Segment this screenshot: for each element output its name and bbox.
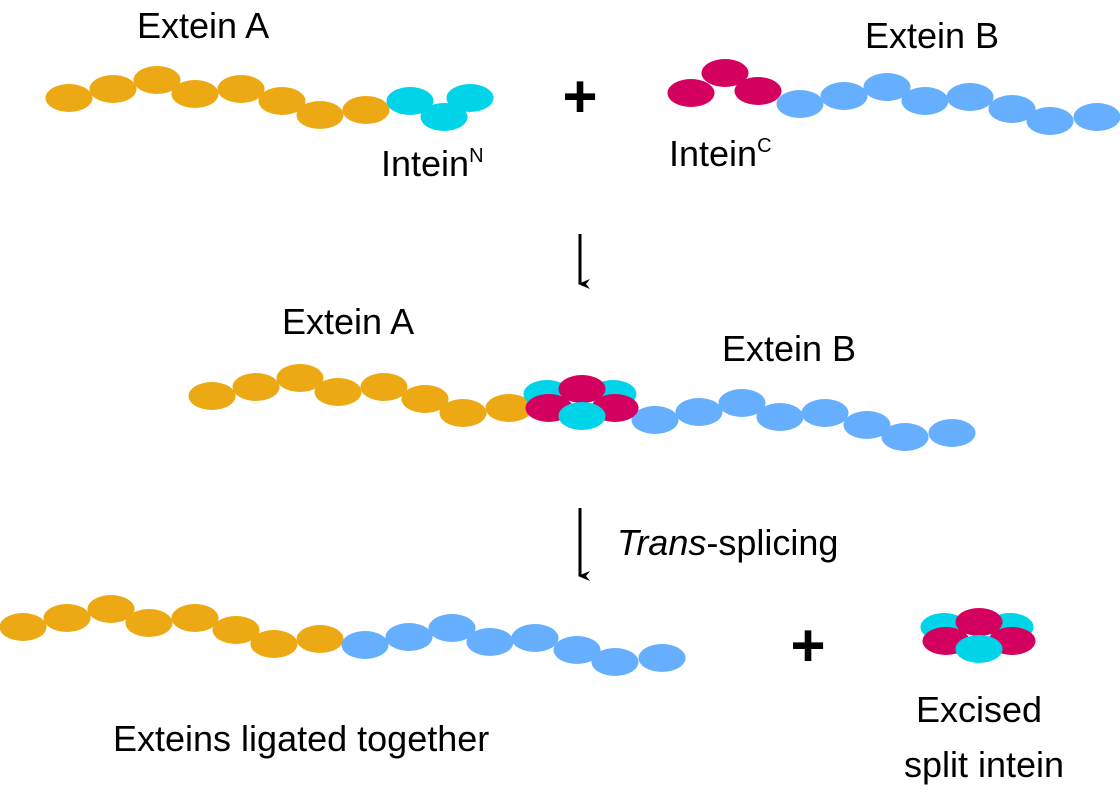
extein-a-bead <box>45 84 93 112</box>
extein-a-bead <box>217 75 265 103</box>
extein-a-bead <box>342 96 390 124</box>
intein-c-bead <box>955 608 1003 636</box>
extein-a-bead <box>401 385 449 413</box>
extein-b-bead <box>466 628 514 656</box>
extein-a-bead <box>232 373 280 401</box>
extein-b-bead <box>718 389 766 417</box>
intein-n-bead <box>386 87 434 115</box>
intein-n-label: InteinN <box>381 143 484 184</box>
extein-b-bead <box>1073 103 1120 131</box>
extein-b-bead <box>341 631 389 659</box>
extein-a-label-middle: Extein A <box>282 301 414 342</box>
extein-b-label-middle: Extein B <box>722 328 856 369</box>
plus-sign-bottom: + <box>790 612 825 679</box>
extein-b-bead <box>1026 107 1074 135</box>
extein-b-bead <box>511 624 559 652</box>
extein-b-bead <box>820 82 868 110</box>
intein-c-bead <box>558 375 606 403</box>
extein-b-bead <box>928 419 976 447</box>
extein-a-bead <box>360 373 408 401</box>
intein-c-bead <box>667 79 715 107</box>
intein-n-bead <box>420 103 468 131</box>
extein-a-bead <box>296 101 344 129</box>
extein-b-bead <box>591 648 639 676</box>
trans-splicing-label: Trans-splicing <box>617 522 838 563</box>
bead-chains <box>0 59 1120 676</box>
extein-a-bead <box>171 80 219 108</box>
intein-n-bead <box>558 402 606 430</box>
exteins-ligated-label: Exteins ligated together <box>113 718 489 759</box>
extein-a-bead <box>296 625 344 653</box>
plus-sign-top: + <box>562 63 597 130</box>
extein-b-bead <box>988 95 1036 123</box>
extein-b-bead <box>675 398 723 426</box>
extein-b-bead <box>385 623 433 651</box>
extein-a-bead <box>212 616 260 644</box>
extein-a-bead <box>43 604 91 632</box>
extein-b-bead <box>843 411 891 439</box>
intein-n-bead <box>955 635 1003 663</box>
extein-a-bead <box>250 630 298 658</box>
extein-b-bead <box>776 90 824 118</box>
extein-a-bead <box>133 66 181 94</box>
extein-a-bead <box>188 382 236 410</box>
extein-a-bead <box>485 394 533 422</box>
extein-a-bead <box>258 87 306 115</box>
excised-label-line2: split intein <box>904 744 1064 785</box>
extein-b-label-top: Extein B <box>865 15 999 56</box>
extein-a-bead <box>439 399 487 427</box>
extein-a-bead <box>89 75 137 103</box>
extein-b-bead <box>428 614 476 642</box>
extein-a-bead <box>125 609 173 637</box>
extein-b-bead <box>801 399 849 427</box>
extein-b-bead <box>901 87 949 115</box>
extein-b-bead <box>553 636 601 664</box>
extein-a-bead <box>171 604 219 632</box>
extein-b-bead <box>631 406 679 434</box>
excised-label-line1: Excised <box>916 689 1042 730</box>
extein-b-bead <box>863 73 911 101</box>
extein-b-bead <box>756 403 804 431</box>
intein-c-bead <box>734 77 782 105</box>
extein-a-bead <box>87 595 135 623</box>
extein-a-bead <box>276 364 324 392</box>
extein-b-bead <box>946 83 994 111</box>
extein-b-bead <box>638 644 686 672</box>
intein-c-bead <box>701 59 749 87</box>
extein-b-bead <box>881 423 929 451</box>
extein-a-bead <box>314 378 362 406</box>
intein-n-bead <box>446 84 494 112</box>
intein-c-label: InteinC <box>669 133 772 174</box>
extein-a-label-top: Extein A <box>137 5 269 46</box>
extein-a-bead <box>0 613 47 641</box>
